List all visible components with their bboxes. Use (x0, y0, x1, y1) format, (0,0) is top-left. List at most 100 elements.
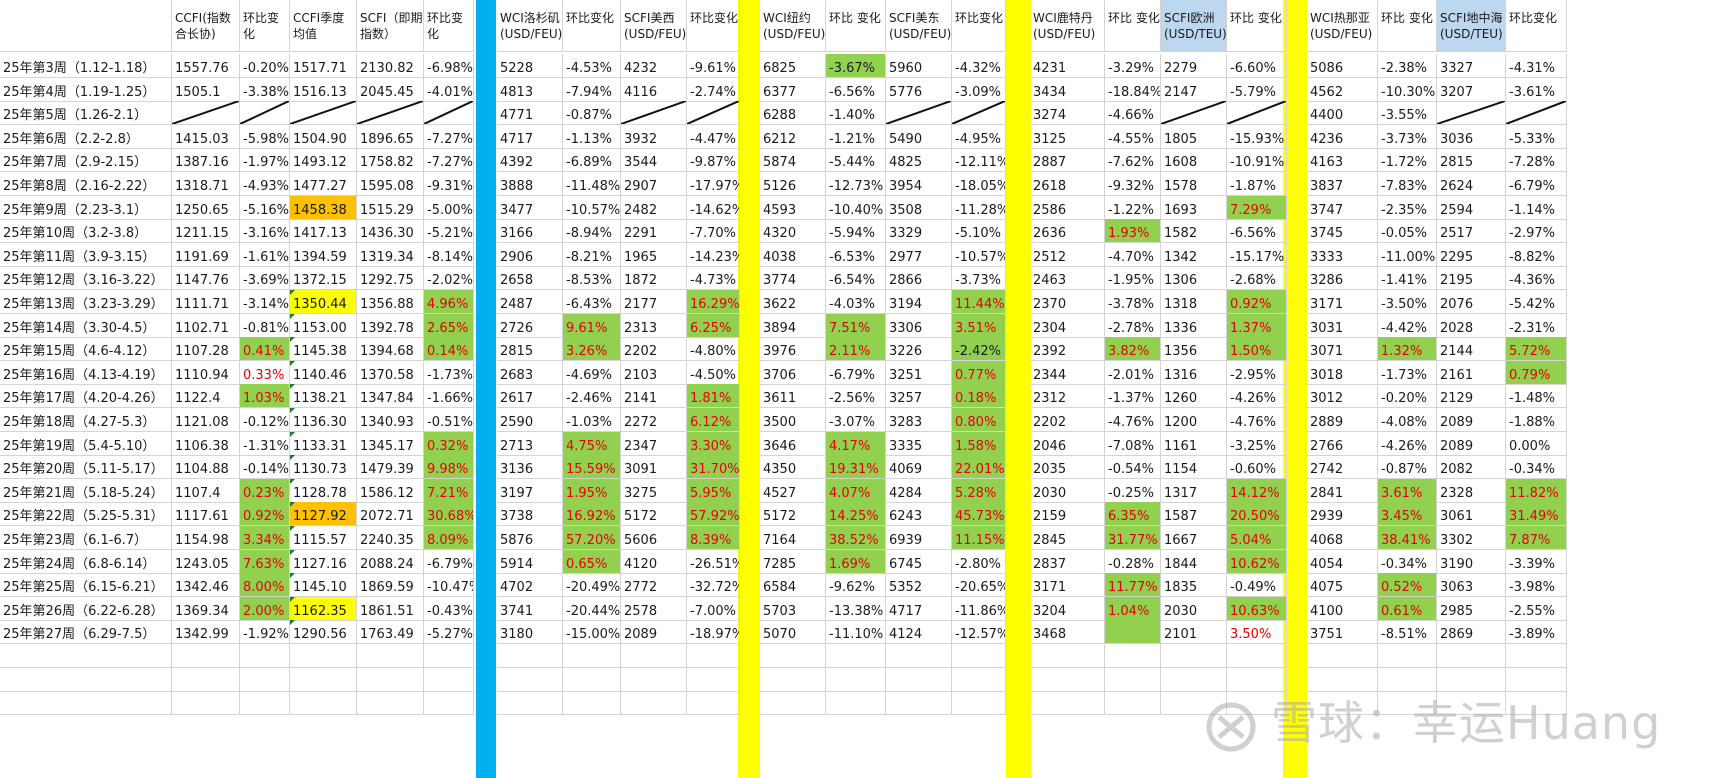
value-cell[interactable]: 1370.58 (357, 360, 424, 385)
value-cell[interactable]: 1872 (621, 266, 687, 291)
value-cell[interactable]: 1128.78 (290, 478, 357, 503)
change-cell[interactable]: 0.00% (1506, 431, 1567, 456)
change-cell[interactable]: -1.40% (826, 101, 886, 126)
change-cell[interactable]: -11.10% (826, 620, 886, 645)
column-header[interactable]: CCFI季度均值 (290, 0, 357, 52)
change-cell[interactable]: -3.61% (1506, 77, 1567, 102)
value-cell[interactable]: 2089 (1437, 431, 1506, 456)
change-cell[interactable]: -15.00% (563, 620, 621, 645)
change-cell[interactable]: 38.41% (1378, 526, 1437, 550)
value-cell[interactable]: 2939 (1307, 502, 1378, 527)
value-cell[interactable]: 1127.16 (290, 549, 357, 574)
change-cell[interactable]: -4.69% (563, 360, 621, 385)
value-cell[interactable]: 3194 (886, 290, 952, 314)
value-cell[interactable]: 1133.31 (290, 431, 357, 456)
row-label[interactable]: 25年第27周（6.29-7.5） (0, 620, 172, 645)
change-cell[interactable]: 1.81% (687, 384, 740, 409)
value-cell[interactable]: 3738 (497, 502, 563, 527)
change-cell[interactable]: -0.20% (1378, 384, 1437, 409)
value-cell[interactable]: 3036 (1437, 124, 1506, 149)
value-cell[interactable]: 2046 (1030, 431, 1105, 456)
value-cell[interactable]: 3251 (886, 360, 952, 385)
change-cell[interactable]: -2.68% (1227, 266, 1287, 291)
value-cell[interactable]: 4702 (497, 573, 563, 598)
value-cell[interactable]: 3434 (1030, 77, 1105, 102)
change-cell[interactable]: 2.11% (826, 337, 886, 362)
value-cell[interactable]: 3468 (1030, 620, 1105, 645)
value-cell[interactable]: 2088.24 (357, 549, 424, 574)
change-cell[interactable]: -1.97% (240, 148, 290, 173)
value-cell[interactable]: 1161 (1161, 431, 1227, 456)
change-cell[interactable]: 0.32% (424, 431, 474, 456)
row-label[interactable]: 25年第11周（3.9-3.15） (0, 242, 172, 267)
row-label[interactable]: 25年第17周（4.20-4.26） (0, 384, 172, 409)
value-cell[interactable]: 5070 (760, 620, 826, 645)
value-cell[interactable]: 4320 (760, 219, 826, 244)
change-cell[interactable]: -6.98% (424, 54, 474, 78)
value-cell[interactable]: 2082 (1437, 455, 1506, 480)
empty-cell[interactable] (760, 667, 826, 692)
value-cell[interactable]: 4038 (760, 242, 826, 267)
change-cell[interactable]: -2.56% (826, 384, 886, 409)
change-cell[interactable]: -6.79% (826, 360, 886, 385)
empty-cell[interactable] (1307, 691, 1378, 716)
change-cell[interactable]: 4.96% (424, 290, 474, 314)
value-cell[interactable]: 2144 (1437, 337, 1506, 362)
change-cell[interactable]: -0.54% (1105, 455, 1161, 480)
value-cell[interactable]: 2195 (1437, 266, 1506, 291)
value-cell[interactable]: 2766 (1307, 431, 1378, 456)
value-cell[interactable]: 1136.30 (290, 408, 357, 432)
change-cell[interactable]: -7.28% (1506, 148, 1567, 173)
row-label[interactable]: 25年第3周（1.12-1.18） (0, 54, 172, 78)
change-cell[interactable]: -3.16% (240, 219, 290, 244)
value-cell[interactable]: 3283 (886, 408, 952, 432)
change-cell[interactable]: -2.31% (1506, 313, 1567, 338)
change-cell[interactable]: 31.77% (1105, 526, 1161, 550)
value-cell[interactable]: 3622 (760, 290, 826, 314)
change-cell[interactable]: 0.61% (1378, 596, 1437, 621)
change-cell[interactable]: 5.04% (1227, 526, 1287, 550)
change-cell[interactable]: -4.95% (952, 124, 1006, 149)
empty-cell[interactable] (760, 691, 826, 716)
change-cell[interactable]: 4.75% (563, 431, 621, 456)
value-cell[interactable]: 1516.13 (290, 77, 357, 102)
value-cell[interactable]: 6243 (886, 502, 952, 527)
value-cell[interactable]: 3197 (497, 478, 563, 503)
change-cell[interactable]: -18.84% (1105, 77, 1161, 102)
value-cell[interactable]: 2370 (1030, 290, 1105, 314)
value-cell[interactable]: 3335 (886, 431, 952, 456)
change-cell[interactable]: -13.38% (826, 596, 886, 621)
change-cell[interactable]: -12.57% (952, 620, 1006, 645)
value-cell[interactable]: 3544 (621, 148, 687, 173)
column-header[interactable]: WCI纽约(USD/FEU) (760, 0, 826, 52)
value-cell[interactable]: 4163 (1307, 148, 1378, 173)
value-cell[interactable]: 2977 (886, 242, 952, 267)
change-cell[interactable]: -1.95% (1105, 266, 1161, 291)
change-cell[interactable]: -9.62% (826, 573, 886, 598)
value-cell[interactable]: 3136 (497, 455, 563, 480)
value-cell[interactable]: 1336 (1161, 313, 1227, 338)
empty-cell[interactable] (357, 691, 424, 716)
empty-cell[interactable] (1161, 644, 1227, 668)
value-cell[interactable]: 4825 (886, 148, 952, 173)
change-cell[interactable]: 31.70% (687, 455, 740, 480)
row-label[interactable]: 25年第18周（4.27-5.3） (0, 408, 172, 432)
value-cell[interactable]: 1356 (1161, 337, 1227, 362)
change-cell[interactable]: -1.03% (563, 408, 621, 432)
value-cell[interactable]: 6745 (886, 549, 952, 574)
row-label[interactable]: 25年第8周（2.16-2.22） (0, 172, 172, 196)
change-cell[interactable]: -11.28% (952, 195, 1006, 220)
change-cell[interactable]: -4.76% (1105, 408, 1161, 432)
change-cell[interactable]: -14.23% (687, 242, 740, 267)
value-cell[interactable]: 1347.84 (357, 384, 424, 409)
change-cell[interactable]: 7.87% (1506, 526, 1567, 550)
change-cell[interactable]: -1.61% (240, 242, 290, 267)
column-header[interactable]: 环比变化 (424, 0, 474, 52)
change-cell[interactable]: 0.65% (563, 549, 621, 574)
value-cell[interactable]: 6825 (760, 54, 826, 78)
row-label[interactable]: 25年第13周（3.23-3.29） (0, 290, 172, 314)
value-cell[interactable]: 2304 (1030, 313, 1105, 338)
value-cell[interactable]: 1578 (1161, 172, 1227, 196)
value-cell[interactable]: 2906 (497, 242, 563, 267)
value-cell[interactable]: 1318 (1161, 290, 1227, 314)
